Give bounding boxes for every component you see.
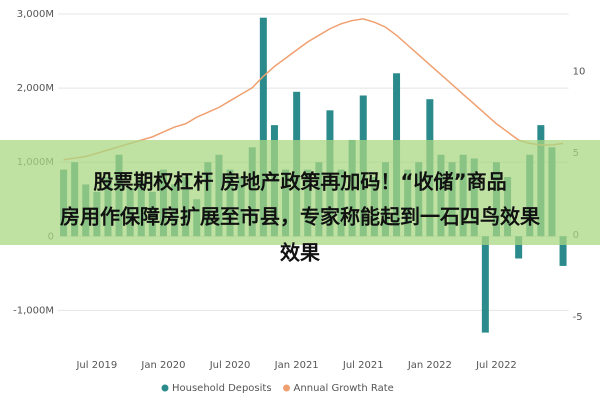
x-tick-label: Jul 2020	[209, 360, 251, 371]
x-tick-label: Jan 2021	[274, 360, 319, 371]
x-tick-label: Jan 2020	[140, 360, 185, 371]
x-tick-label: Jul 2019	[75, 360, 117, 371]
y2-tick-label: 10	[573, 66, 586, 77]
banner-line: 房用作保障房扩展至市县，专家称能起到一石四鸟效果	[60, 205, 540, 229]
x-tick-label: Jul 2022	[475, 360, 517, 371]
x-tick-label: Jan 2022	[407, 360, 452, 371]
legend-label: Annual Growth Rate	[294, 383, 394, 394]
y-tick-label: 2,000M	[17, 83, 54, 94]
bar	[259, 17, 267, 237]
y-tick-label: -1,000M	[13, 305, 54, 316]
legend-marker	[161, 384, 169, 392]
legend-label: Household Deposits	[172, 383, 272, 394]
x-tick-label: Jul 2021	[342, 360, 384, 371]
line	[63, 18, 564, 161]
banner-background	[0, 140, 600, 245]
banner-line: 股票期权杠杆 房地产政策再加码！“收储”商品	[93, 170, 506, 194]
y2-tick-label: -5	[573, 312, 583, 323]
y-tick-label: 3,000M	[17, 9, 54, 20]
bar	[559, 236, 567, 266]
banner-line: 效果	[280, 241, 320, 265]
bar	[481, 236, 489, 333]
banner: 股票期权杠杆 房地产政策再加码！“收储”商品 房用作保障房扩展至市县，专家称能起…	[0, 140, 600, 265]
legend-marker	[283, 384, 291, 392]
bar	[515, 236, 523, 259]
